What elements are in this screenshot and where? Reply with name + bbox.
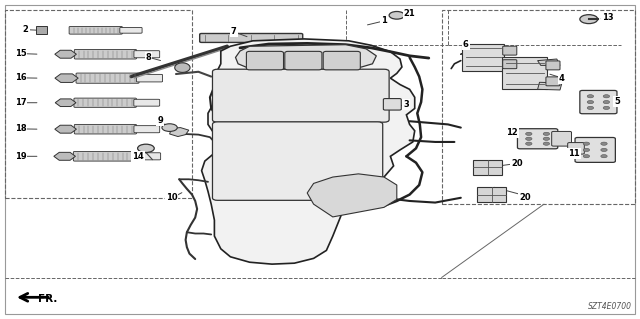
Text: 11: 11 — [568, 149, 580, 158]
FancyBboxPatch shape — [323, 51, 360, 70]
Text: 4: 4 — [559, 74, 565, 83]
Text: 13: 13 — [602, 13, 614, 22]
Text: 2: 2 — [22, 25, 29, 34]
Text: 17: 17 — [15, 98, 26, 107]
Text: 10: 10 — [166, 193, 177, 202]
FancyBboxPatch shape — [383, 99, 401, 110]
FancyBboxPatch shape — [76, 73, 139, 83]
Polygon shape — [55, 99, 76, 107]
Circle shape — [162, 124, 177, 131]
FancyBboxPatch shape — [212, 69, 389, 122]
Text: 3: 3 — [404, 100, 409, 109]
FancyBboxPatch shape — [552, 131, 572, 146]
Text: 1: 1 — [381, 16, 387, 25]
Polygon shape — [54, 152, 76, 160]
Polygon shape — [538, 59, 560, 65]
FancyBboxPatch shape — [69, 26, 122, 34]
Text: 21: 21 — [404, 9, 415, 18]
Text: 20: 20 — [511, 159, 523, 168]
Text: SZT4E0700: SZT4E0700 — [588, 302, 632, 311]
Polygon shape — [236, 45, 376, 70]
Text: 16: 16 — [15, 73, 26, 82]
FancyBboxPatch shape — [503, 60, 517, 69]
Circle shape — [601, 142, 607, 145]
Text: 9: 9 — [157, 116, 163, 125]
FancyBboxPatch shape — [134, 153, 161, 160]
Polygon shape — [202, 39, 415, 264]
Circle shape — [604, 100, 610, 104]
Text: 12: 12 — [506, 128, 518, 137]
Polygon shape — [55, 50, 76, 58]
FancyBboxPatch shape — [546, 61, 560, 70]
Circle shape — [543, 137, 550, 140]
Circle shape — [588, 106, 594, 109]
FancyBboxPatch shape — [246, 51, 284, 70]
FancyBboxPatch shape — [136, 74, 163, 82]
Circle shape — [601, 148, 607, 152]
FancyBboxPatch shape — [74, 98, 136, 107]
Circle shape — [525, 137, 532, 140]
FancyBboxPatch shape — [74, 152, 137, 161]
Circle shape — [580, 15, 598, 24]
Polygon shape — [170, 128, 189, 137]
FancyBboxPatch shape — [503, 46, 517, 55]
Text: 6: 6 — [463, 40, 469, 49]
Circle shape — [588, 95, 594, 98]
Circle shape — [604, 95, 610, 98]
FancyBboxPatch shape — [36, 26, 47, 34]
FancyBboxPatch shape — [575, 137, 616, 162]
Circle shape — [583, 155, 589, 158]
Polygon shape — [474, 160, 502, 175]
Text: 15: 15 — [15, 49, 26, 58]
Circle shape — [138, 144, 154, 152]
Circle shape — [525, 142, 532, 145]
FancyBboxPatch shape — [518, 129, 558, 149]
Polygon shape — [307, 174, 397, 217]
FancyBboxPatch shape — [580, 91, 617, 114]
Text: 14: 14 — [132, 152, 143, 161]
Polygon shape — [538, 82, 562, 90]
Polygon shape — [55, 125, 76, 133]
Polygon shape — [175, 63, 190, 72]
FancyBboxPatch shape — [134, 126, 160, 133]
Text: 20: 20 — [519, 193, 531, 202]
FancyBboxPatch shape — [120, 27, 142, 33]
FancyBboxPatch shape — [546, 77, 560, 86]
Polygon shape — [55, 74, 78, 82]
Text: 19: 19 — [15, 152, 26, 161]
FancyBboxPatch shape — [568, 143, 584, 154]
Circle shape — [588, 100, 594, 104]
Text: 18: 18 — [15, 124, 26, 133]
Circle shape — [543, 142, 550, 145]
Text: 5: 5 — [614, 97, 620, 106]
Circle shape — [525, 132, 532, 136]
FancyBboxPatch shape — [134, 99, 160, 106]
FancyBboxPatch shape — [200, 33, 303, 42]
Circle shape — [583, 148, 589, 152]
Polygon shape — [502, 57, 547, 89]
FancyBboxPatch shape — [74, 124, 136, 134]
FancyBboxPatch shape — [74, 49, 136, 59]
FancyBboxPatch shape — [212, 122, 383, 200]
Circle shape — [543, 132, 550, 136]
FancyBboxPatch shape — [285, 51, 322, 70]
Text: FR.: FR. — [38, 294, 58, 304]
Circle shape — [604, 106, 610, 109]
FancyBboxPatch shape — [134, 51, 160, 58]
Text: 7: 7 — [231, 27, 236, 36]
Polygon shape — [477, 187, 506, 202]
Circle shape — [389, 11, 404, 19]
Circle shape — [601, 155, 607, 158]
Polygon shape — [463, 44, 504, 71]
Circle shape — [583, 142, 589, 145]
Text: 8: 8 — [146, 53, 151, 62]
